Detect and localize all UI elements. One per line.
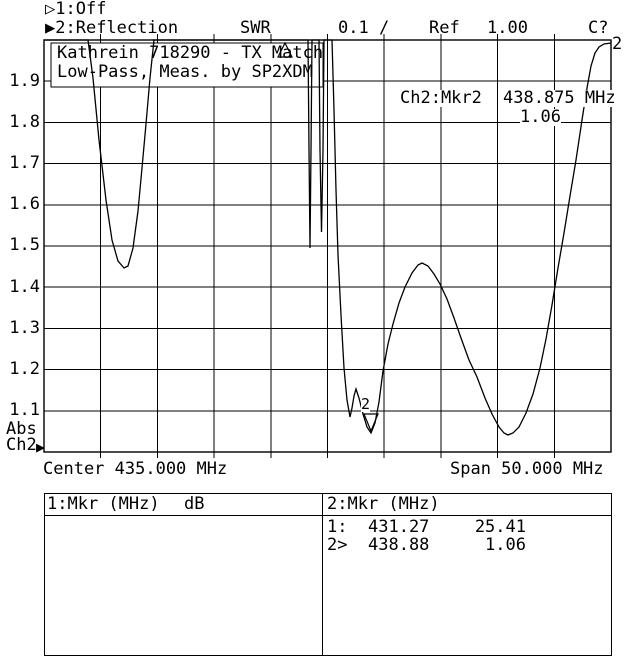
annotation-box	[50, 42, 324, 88]
marker-table-header-row: 1:Mkr (MHz) dB 2:Mkr (MHz)	[45, 494, 611, 516]
y-axis-label: 1.6	[9, 194, 40, 214]
swr-trace	[44, 39, 612, 436]
trace2-status: ▶2:Reflection	[45, 20, 178, 37]
span-frequency: Span 50.000 MHz	[450, 459, 604, 479]
y-axis-label: 1.3	[9, 318, 40, 338]
y-axis-label: 1.4	[9, 277, 40, 297]
plot-grid	[44, 34, 611, 458]
trace2-pointer-icon: ▶	[45, 18, 56, 38]
mode-label-abs: Abs	[6, 419, 37, 439]
ref-label: Ref	[429, 18, 460, 38]
y-axis-label: 1.5	[9, 235, 40, 255]
center-frequency: Center 435.000 MHz	[43, 459, 228, 479]
marker-row-id: 1:	[327, 517, 348, 537]
marker-row-value: 1.06	[485, 535, 526, 555]
trace1-pointer-icon: ▷	[45, 0, 56, 19]
marker1-triangle-icon	[277, 41, 293, 58]
y-axis-label: 1.1	[9, 400, 40, 420]
trace1-label: 1:Off	[55, 0, 107, 19]
y-axis-label: 1.9	[9, 71, 40, 91]
marker-readout-value: 1.06	[520, 107, 561, 127]
marker-table: 1:Mkr (MHz) dB 2:Mkr (MHz) 1: 431.27 25.…	[44, 493, 612, 656]
marker-table-right-header: 2:Mkr (MHz)	[327, 494, 440, 514]
mode-label-ch2: Ch2	[6, 435, 37, 455]
channel-indicator: 2	[612, 34, 623, 54]
marker2-triangle-icon	[363, 413, 379, 433]
y-axis-label: 1.8	[9, 112, 40, 132]
marker-table-divider	[322, 494, 323, 655]
marker-table-left-header: 1:Mkr (MHz)	[47, 494, 160, 514]
marker-row-value: 25.41	[474, 517, 526, 537]
marker-readout-label: Ch2:Mkr2	[400, 88, 482, 108]
ref-value: 1.00	[487, 18, 528, 38]
format-label: SWR	[240, 18, 271, 38]
marker-row-freq: 438.88	[368, 535, 430, 555]
marker2-point-label: 2	[361, 395, 371, 413]
trace1-status: ▷1:Off	[45, 1, 106, 18]
trace2-label: 2:Reflection	[55, 18, 179, 38]
cal-indicator: C?	[588, 18, 609, 38]
ref-level-arrow-icon: ▶	[36, 438, 46, 456]
y-axis-label: 1.7	[9, 153, 40, 173]
marker-row-freq: 431.27	[368, 517, 430, 537]
scale-per-div: 0.1 /	[338, 18, 390, 38]
marker-table-left-unit: dB	[184, 494, 205, 514]
marker-row-id: 2>	[327, 535, 348, 555]
y-axis-label: 1.2	[9, 359, 40, 379]
marker-readout-freq: 438.875 MHz	[503, 88, 616, 108]
annotation-line1: Kathrein 718290 - TX Match	[57, 43, 324, 63]
annotation-line2: Low-Pass, Meas. by SP2XDM	[57, 62, 313, 82]
